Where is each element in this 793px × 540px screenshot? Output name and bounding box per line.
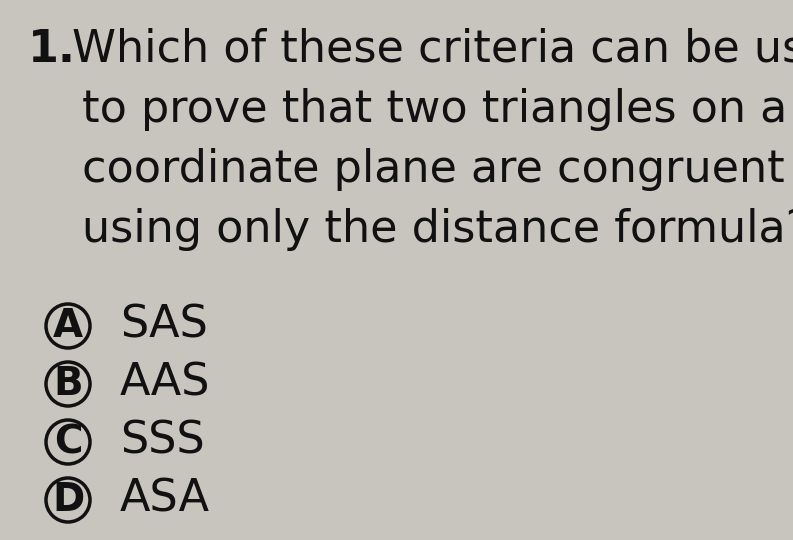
Text: SAS: SAS — [120, 304, 208, 347]
Circle shape — [46, 420, 90, 464]
Text: SSS: SSS — [120, 420, 205, 463]
Circle shape — [46, 478, 90, 522]
Text: using only the distance formula?: using only the distance formula? — [82, 208, 793, 251]
Text: A: A — [53, 307, 83, 345]
Text: D: D — [52, 481, 84, 519]
Text: coordinate plane are congruent: coordinate plane are congruent — [82, 148, 785, 191]
Text: Which of these criteria can be used: Which of these criteria can be used — [72, 28, 793, 71]
Text: B: B — [53, 365, 82, 403]
Text: 1.: 1. — [28, 28, 76, 71]
Text: AAS: AAS — [120, 362, 210, 405]
Text: to prove that two triangles on a: to prove that two triangles on a — [82, 88, 787, 131]
Text: C: C — [54, 423, 82, 461]
Circle shape — [46, 304, 90, 348]
Text: ASA: ASA — [120, 478, 210, 521]
Circle shape — [46, 362, 90, 406]
